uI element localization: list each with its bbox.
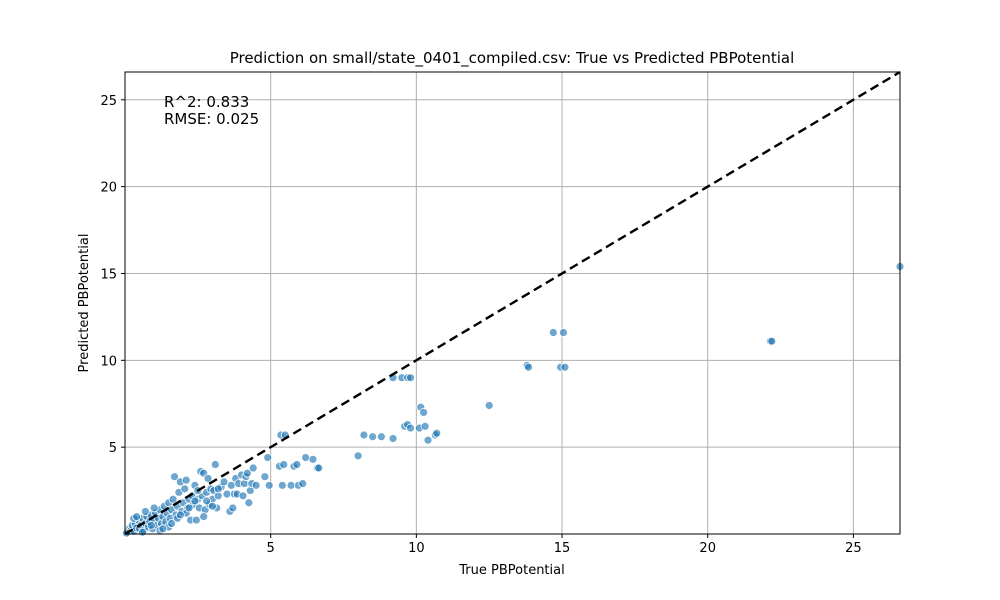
data-point xyxy=(167,519,177,528)
plot-frame xyxy=(124,71,901,535)
r2-annotation: R^2: 0.833 xyxy=(164,93,249,111)
axis-ticks: 5 10 15 20 25 5 10 15 20 25 xyxy=(100,94,861,556)
data-point xyxy=(222,489,232,499)
data-point xyxy=(298,479,308,489)
data-point xyxy=(560,362,570,372)
data-point xyxy=(308,454,318,464)
data-point xyxy=(419,408,429,417)
data-point xyxy=(199,512,209,522)
data-point xyxy=(286,480,296,490)
data-point xyxy=(170,472,179,482)
reference-line xyxy=(124,70,901,536)
data-point xyxy=(168,494,178,504)
data-point xyxy=(264,480,274,490)
data-point xyxy=(175,510,185,520)
data-point xyxy=(228,503,238,513)
data-point xyxy=(292,460,302,469)
data-point xyxy=(146,520,156,530)
data-point xyxy=(559,328,568,337)
rmse-annotation: RMSE: 0.025 xyxy=(164,110,259,128)
data-point xyxy=(138,527,147,537)
chart-title: Prediction on small/state_0401_compiled.… xyxy=(230,49,795,68)
x-tick-label: 25 xyxy=(845,541,862,556)
data-point xyxy=(388,434,398,443)
y-tick-label: 15 xyxy=(100,267,117,282)
data-point xyxy=(353,451,363,461)
data-point xyxy=(149,503,159,513)
data-point xyxy=(202,496,211,506)
x-tick-label: 5 xyxy=(267,541,275,556)
data-point xyxy=(181,475,191,485)
data-point xyxy=(203,474,213,483)
data-point xyxy=(238,491,248,501)
x-tick-label: 10 xyxy=(408,541,425,556)
y-tick-label: 25 xyxy=(100,94,117,109)
data-point xyxy=(484,401,494,410)
data-point xyxy=(208,501,217,511)
data-point xyxy=(244,498,254,508)
y-tick-label: 10 xyxy=(100,354,117,369)
data-point xyxy=(248,463,258,473)
data-point xyxy=(314,463,324,473)
data-point xyxy=(406,373,415,383)
data-point xyxy=(251,480,261,490)
data-point xyxy=(260,472,270,482)
data-point xyxy=(184,503,194,513)
data-points xyxy=(122,262,905,538)
grid xyxy=(125,72,900,534)
data-point xyxy=(767,336,777,346)
data-point xyxy=(376,432,386,442)
data-point xyxy=(219,477,229,487)
x-tick-label: 15 xyxy=(554,541,571,556)
data-point xyxy=(548,328,558,337)
y-tick-label: 5 xyxy=(109,441,117,456)
data-point xyxy=(140,507,150,516)
x-tick-label: 20 xyxy=(699,541,716,556)
data-point xyxy=(213,484,223,494)
data-point xyxy=(277,480,287,490)
data-point xyxy=(226,480,236,490)
data-point xyxy=(242,468,252,478)
data-point xyxy=(432,428,442,438)
data-point xyxy=(158,524,168,534)
data-point xyxy=(423,435,433,445)
data-point xyxy=(279,460,289,469)
data-point xyxy=(359,430,369,440)
y-tick-label: 20 xyxy=(100,181,117,196)
data-point xyxy=(263,453,273,462)
data-point xyxy=(180,484,190,494)
data-point xyxy=(191,515,201,525)
data-point xyxy=(301,453,311,462)
data-point xyxy=(132,512,142,522)
data-point xyxy=(420,421,430,431)
data-point xyxy=(406,423,415,433)
data-point xyxy=(524,362,533,372)
data-point xyxy=(368,432,378,442)
x-axis-label: True PBPotential xyxy=(458,563,564,578)
y-axis-label: Predicted PBPotential xyxy=(77,234,92,373)
data-point xyxy=(210,460,220,469)
data-point xyxy=(190,496,200,506)
